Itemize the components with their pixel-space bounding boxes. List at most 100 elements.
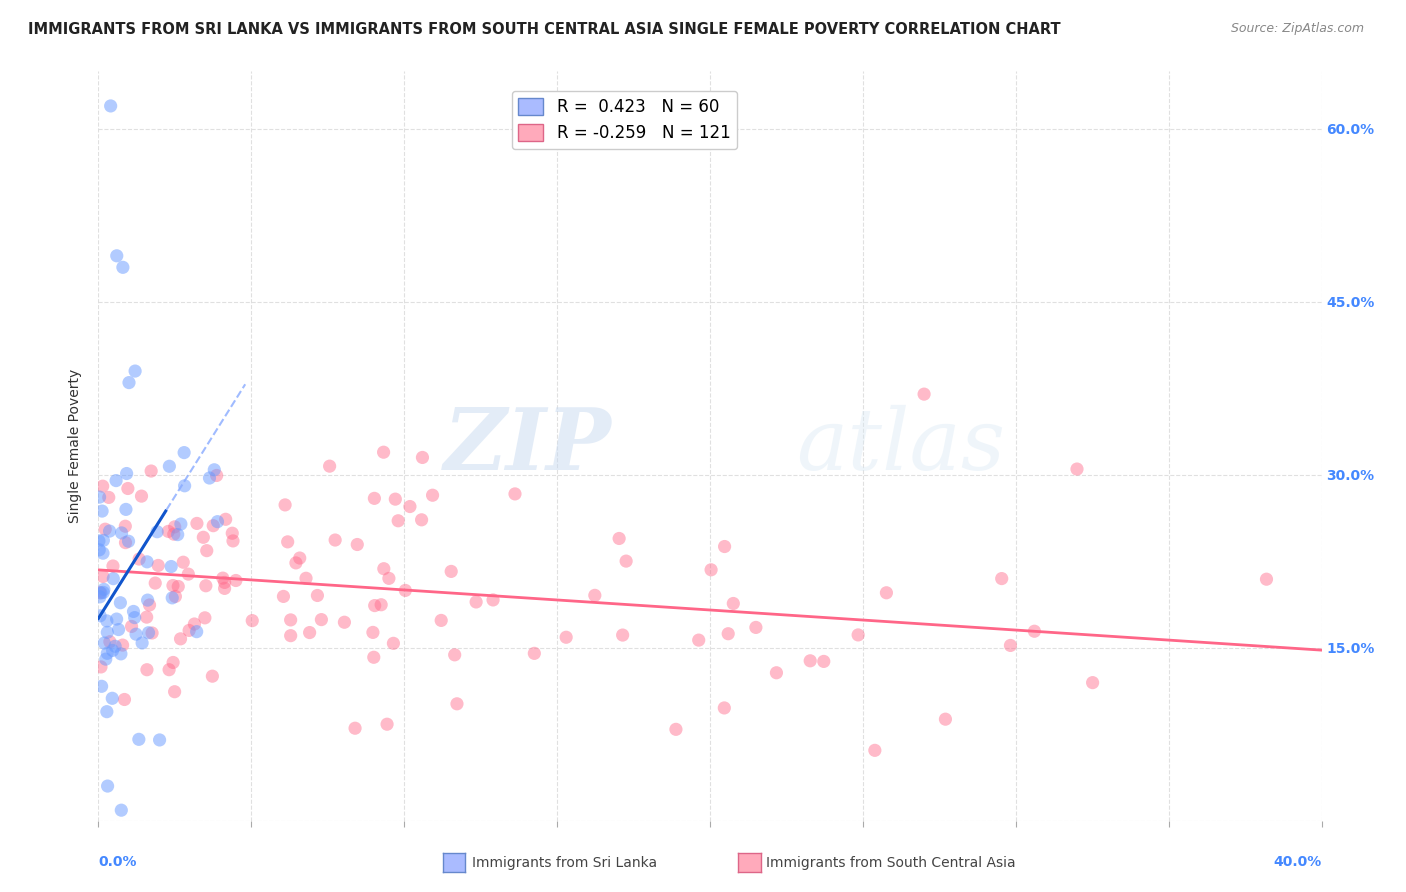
- Point: [214, 512, 236, 526]
- Text: 40.0%: 40.0%: [1274, 855, 1322, 869]
- Point: [382, 636, 405, 650]
- Point: [194, 579, 217, 593]
- Point: [117, 534, 139, 549]
- Point: [202, 518, 225, 533]
- Point: [87, 533, 110, 548]
- Point: [333, 615, 356, 630]
- Point: [162, 578, 184, 592]
- Point: [101, 691, 124, 706]
- Point: [607, 532, 630, 546]
- Point: [111, 638, 134, 652]
- Point: [201, 669, 224, 683]
- Point: [91, 546, 114, 560]
- Point: [846, 628, 869, 642]
- Point: [114, 692, 136, 706]
- Point: [373, 562, 395, 576]
- Point: [91, 504, 114, 518]
- Text: Source: ZipAtlas.com: Source: ZipAtlas.com: [1230, 22, 1364, 36]
- Point: [934, 712, 956, 726]
- Point: [273, 590, 295, 604]
- Point: [555, 630, 578, 644]
- Point: [990, 572, 1012, 586]
- Point: [399, 500, 422, 514]
- Point: [384, 492, 406, 507]
- Point: [110, 525, 132, 540]
- Point: [118, 376, 141, 390]
- Point: [912, 387, 935, 401]
- Point: [90, 586, 112, 600]
- Point: [612, 628, 634, 642]
- Point: [97, 779, 120, 793]
- Point: [163, 684, 186, 698]
- Point: [131, 489, 153, 503]
- Point: [136, 663, 159, 677]
- Point: [1000, 639, 1022, 653]
- Point: [146, 524, 169, 539]
- Point: [194, 611, 217, 625]
- Point: [107, 623, 129, 637]
- Point: [1256, 572, 1278, 586]
- Point: [179, 624, 201, 638]
- Point: [94, 522, 117, 536]
- Point: [117, 482, 139, 496]
- Point: [344, 721, 367, 735]
- Point: [93, 582, 115, 597]
- Point: [94, 652, 117, 666]
- Point: [173, 445, 195, 459]
- Point: [583, 588, 606, 602]
- Point: [110, 803, 132, 817]
- Point: [280, 613, 302, 627]
- Point: [114, 519, 136, 533]
- Point: [274, 498, 297, 512]
- Point: [96, 625, 118, 640]
- Point: [105, 612, 128, 626]
- Point: [186, 516, 208, 531]
- Point: [523, 646, 546, 660]
- Point: [169, 632, 191, 646]
- Point: [105, 249, 128, 263]
- Point: [318, 459, 340, 474]
- Point: [98, 634, 121, 648]
- Point: [288, 551, 311, 566]
- Point: [157, 459, 180, 474]
- Point: [101, 643, 124, 657]
- Point: [186, 624, 208, 639]
- Point: [211, 571, 233, 585]
- Point: [394, 583, 416, 598]
- Point: [124, 610, 146, 624]
- Point: [90, 679, 112, 693]
- Point: [100, 99, 122, 113]
- Point: [163, 520, 186, 534]
- Point: [430, 614, 453, 628]
- Point: [141, 626, 163, 640]
- Point: [141, 464, 163, 478]
- Point: [143, 576, 166, 591]
- Point: [240, 614, 263, 628]
- Text: Immigrants from Sri Lanka: Immigrants from Sri Lanka: [472, 856, 658, 870]
- Point: [284, 556, 307, 570]
- Point: [128, 732, 150, 747]
- Point: [96, 646, 118, 660]
- Point: [110, 596, 132, 610]
- Point: [225, 574, 247, 588]
- Point: [307, 589, 329, 603]
- Point: [717, 626, 740, 640]
- Point: [295, 571, 318, 585]
- Point: [280, 629, 302, 643]
- Point: [104, 639, 127, 653]
- Point: [89, 542, 111, 557]
- Y-axis label: Single Female Poverty: Single Female Poverty: [69, 369, 83, 523]
- Point: [91, 569, 114, 583]
- Point: [160, 591, 183, 605]
- Point: [91, 585, 114, 599]
- Point: [323, 533, 346, 547]
- Point: [863, 743, 886, 757]
- Point: [311, 613, 333, 627]
- Point: [1066, 462, 1088, 476]
- Point: [214, 582, 236, 596]
- Point: [148, 558, 170, 573]
- Point: [222, 533, 245, 548]
- Point: [91, 479, 114, 493]
- Point: [765, 665, 787, 680]
- Legend: R =  0.423   N = 60, R = -0.259   N = 121: R = 0.423 N = 60, R = -0.259 N = 121: [512, 91, 737, 149]
